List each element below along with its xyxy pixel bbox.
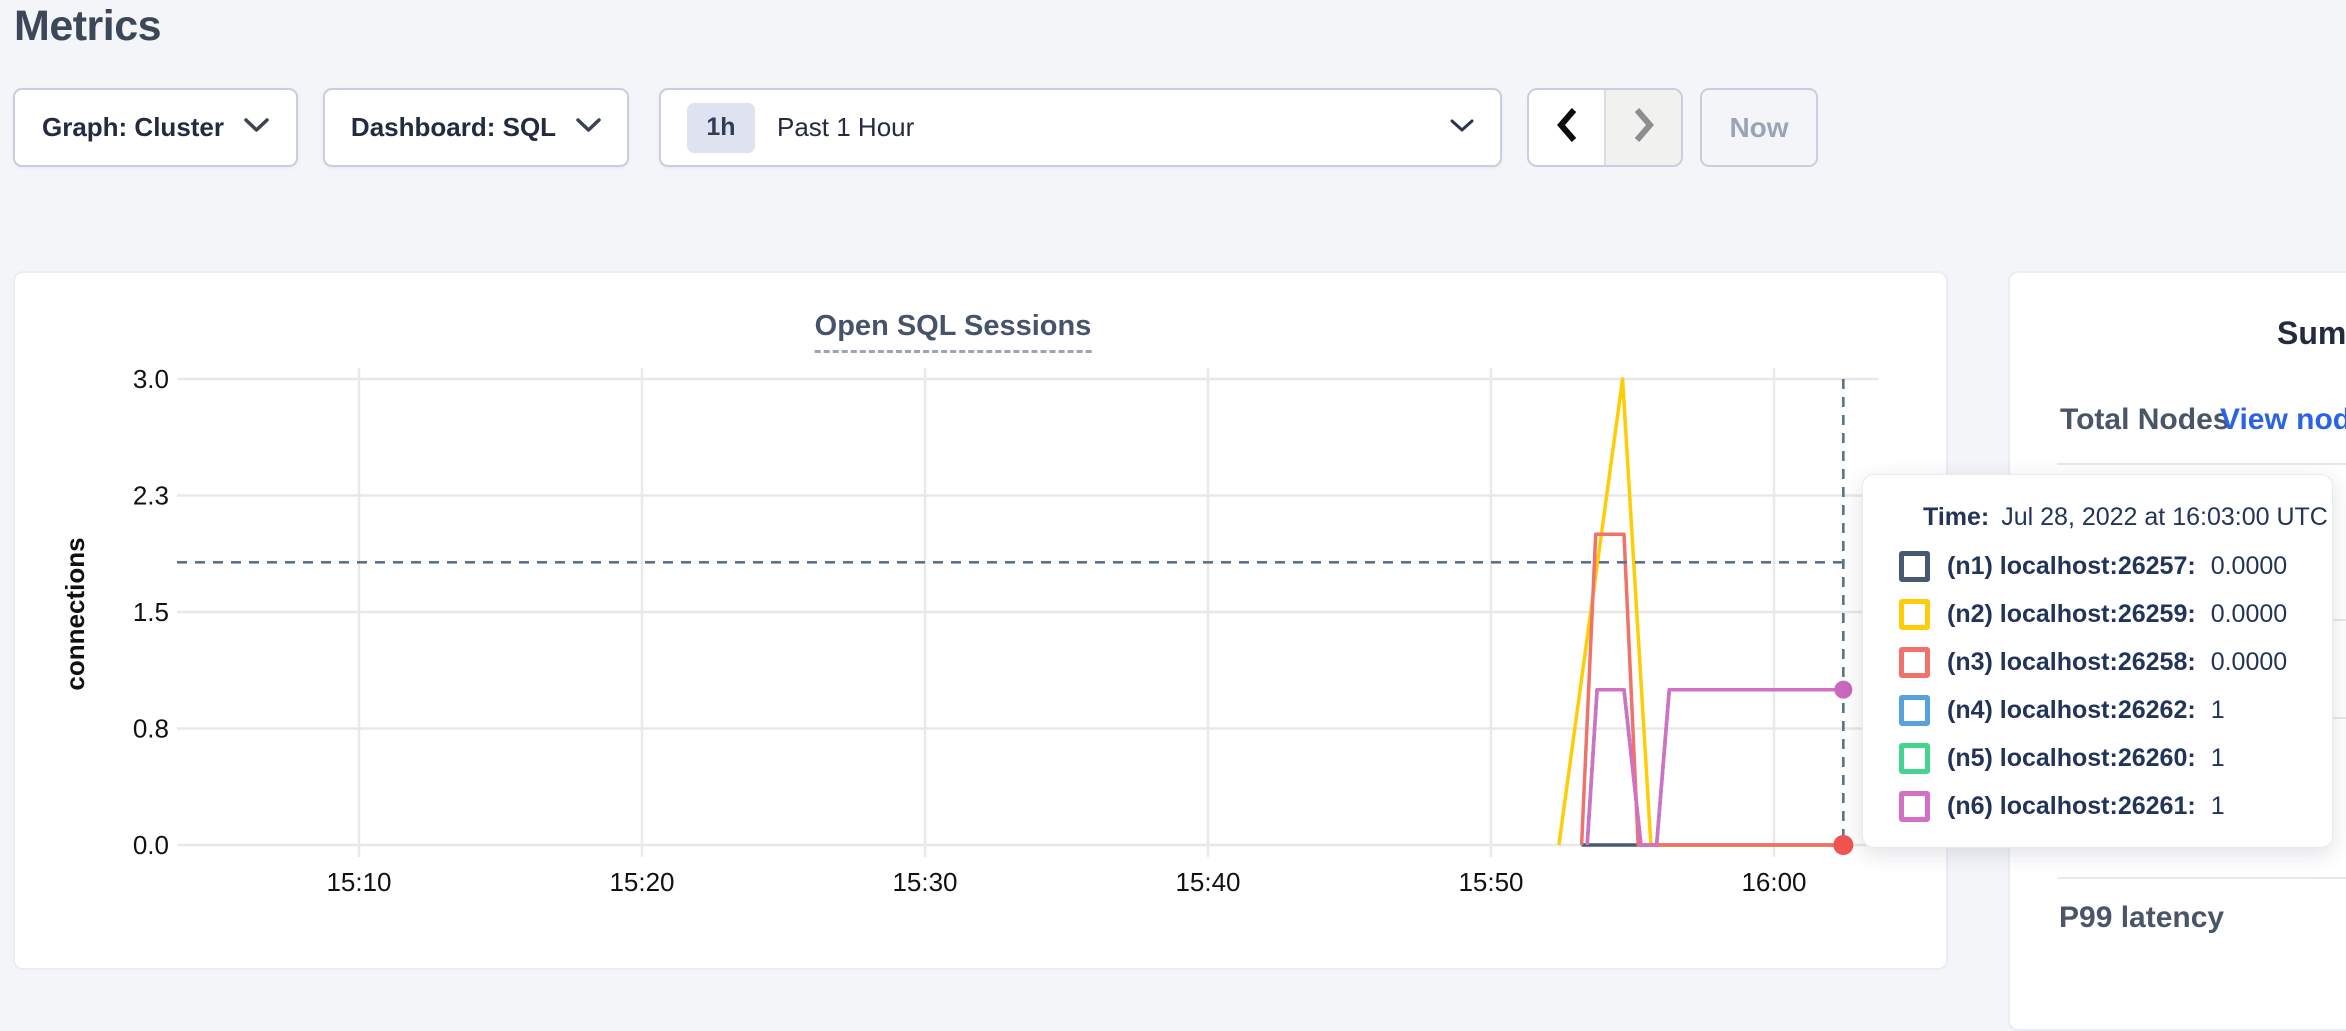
series-swatch-icon	[1899, 694, 1930, 726]
tooltip-row-n6: (n6) localhost:26261: 1	[1899, 782, 2332, 830]
x-tick-label: 16:00	[1741, 867, 1806, 897]
tooltip-series-label: (n5) localhost:26260:	[1947, 743, 2196, 772]
chart-panel: Open SQL Sessions 0.0 0.8 1.5 2.3 3.0 15:10 15…	[13, 271, 1948, 970]
chevron-down-icon	[244, 117, 269, 138]
chart-title[interactable]: Open SQL Sessions	[814, 310, 1092, 353]
y-tick-label: 0.8	[133, 714, 169, 744]
divider	[2057, 463, 2346, 465]
time-nav-group	[1527, 88, 1683, 167]
x-tick-label: 15:10	[326, 867, 391, 897]
crosshair-dot-n3	[1833, 835, 1854, 855]
y-tick-label: 0.0	[133, 830, 169, 860]
series-swatch-icon	[1899, 790, 1930, 822]
series-swatch-icon	[1899, 742, 1930, 774]
divider	[2057, 877, 2346, 879]
tooltip-series-value: 1	[2210, 695, 2225, 724]
open-sql-sessions-chart[interactable]: 0.0 0.8 1.5 2.3 3.0 15:10 15:20 15:30 15:40 15:50…	[15, 273, 1946, 968]
summary-title: Summary	[2277, 315, 2346, 351]
tooltip-time-label: Time:	[1923, 503, 1990, 531]
tooltip-row-n3: (n3) localhost:26258: 0.0000	[1899, 638, 2332, 686]
chevron-down-icon	[576, 117, 601, 138]
tooltip-row-n1: (n1) localhost:26257: 0.0000	[1899, 542, 2332, 590]
time-range-badge: 1h	[687, 102, 755, 153]
dashboard-dropdown-label: Dashboard: SQL	[350, 112, 557, 142]
y-tick-label: 1.5	[133, 597, 169, 627]
total-nodes-label: Total Nodes	[2060, 403, 2230, 436]
y-tick-label: 3.0	[133, 364, 169, 394]
tooltip-series-value: 0.0000	[2210, 551, 2288, 580]
tooltip-series-value: 1	[2210, 743, 2225, 772]
series-swatch-icon	[1899, 646, 1930, 678]
graph-dropdown[interactable]: Graph: Cluster	[13, 88, 298, 167]
tooltip-row-n2: (n2) localhost:26259: 0.0000	[1899, 590, 2332, 638]
crosshair-dot-n6	[1834, 680, 1853, 699]
tooltip-series-label: (n4) localhost:26262:	[1947, 695, 2196, 724]
tooltip-series-label: (n6) localhost:26261:	[1947, 791, 2196, 820]
tooltip-series-label: (n2) localhost:26259:	[1947, 599, 2196, 628]
graph-dropdown-label: Graph: Cluster	[41, 112, 225, 142]
now-button[interactable]: Now	[1700, 88, 1818, 167]
view-nodes-link[interactable]: View nodes	[2220, 403, 2346, 436]
now-button-label: Now	[1729, 111, 1789, 143]
y-tick-label: 2.3	[133, 481, 169, 511]
tooltip-series-value: 0.0000	[2210, 599, 2288, 628]
time-range-selector[interactable]: 1h Past 1 Hour	[659, 88, 1502, 167]
x-tick-label: 15:30	[892, 867, 957, 897]
chevron-right-icon	[1631, 105, 1657, 150]
p99-latency-label: P99 latency	[2059, 901, 2225, 934]
chart-tooltip: Time: Jul 28, 2022 at 16:03:00 UTC (n1) l…	[1862, 474, 2333, 848]
series-line-n3	[1579, 532, 1844, 847]
time-back-button[interactable]	[1529, 90, 1604, 165]
x-tick-label: 15:20	[609, 867, 674, 897]
x-tick-label: 15:50	[1458, 867, 1523, 897]
tooltip-series-value: 0.0000	[2210, 647, 2288, 676]
tooltip-row-n4: (n4) localhost:26262: 1	[1899, 686, 2332, 734]
chevron-left-icon	[1554, 105, 1580, 150]
page-title: Metrics	[14, 2, 162, 50]
tooltip-series-list: (n1) localhost:26257: 0.0000 (n2) localhos…	[1899, 542, 2332, 830]
series-swatch-icon	[1899, 550, 1930, 582]
tooltip-series-label: (n1) localhost:26257:	[1947, 551, 2196, 580]
chevron-down-icon	[1450, 118, 1474, 138]
tooltip-time-row: Time: Jul 28, 2022 at 16:03:00 UTC	[1923, 503, 2332, 532]
x-tick-label: 15:40	[1175, 867, 1240, 897]
tooltip-series-label: (n3) localhost:26258:	[1947, 647, 2196, 676]
series-swatch-icon	[1899, 598, 1930, 630]
tooltip-time-value: Jul 28, 2022 at 16:03:00 UTC	[2001, 503, 2328, 531]
time-forward-button[interactable]	[1604, 90, 1681, 165]
dashboard-dropdown[interactable]: Dashboard: SQL	[323, 88, 629, 167]
time-range-label: Past 1 Hour	[777, 112, 915, 142]
y-axis-label: connections	[60, 537, 90, 690]
tooltip-row-n5: (n5) localhost:26260: 1	[1899, 734, 2332, 782]
tooltip-series-value: 1	[2210, 791, 2225, 820]
series-line-n6	[1585, 687, 1844, 847]
